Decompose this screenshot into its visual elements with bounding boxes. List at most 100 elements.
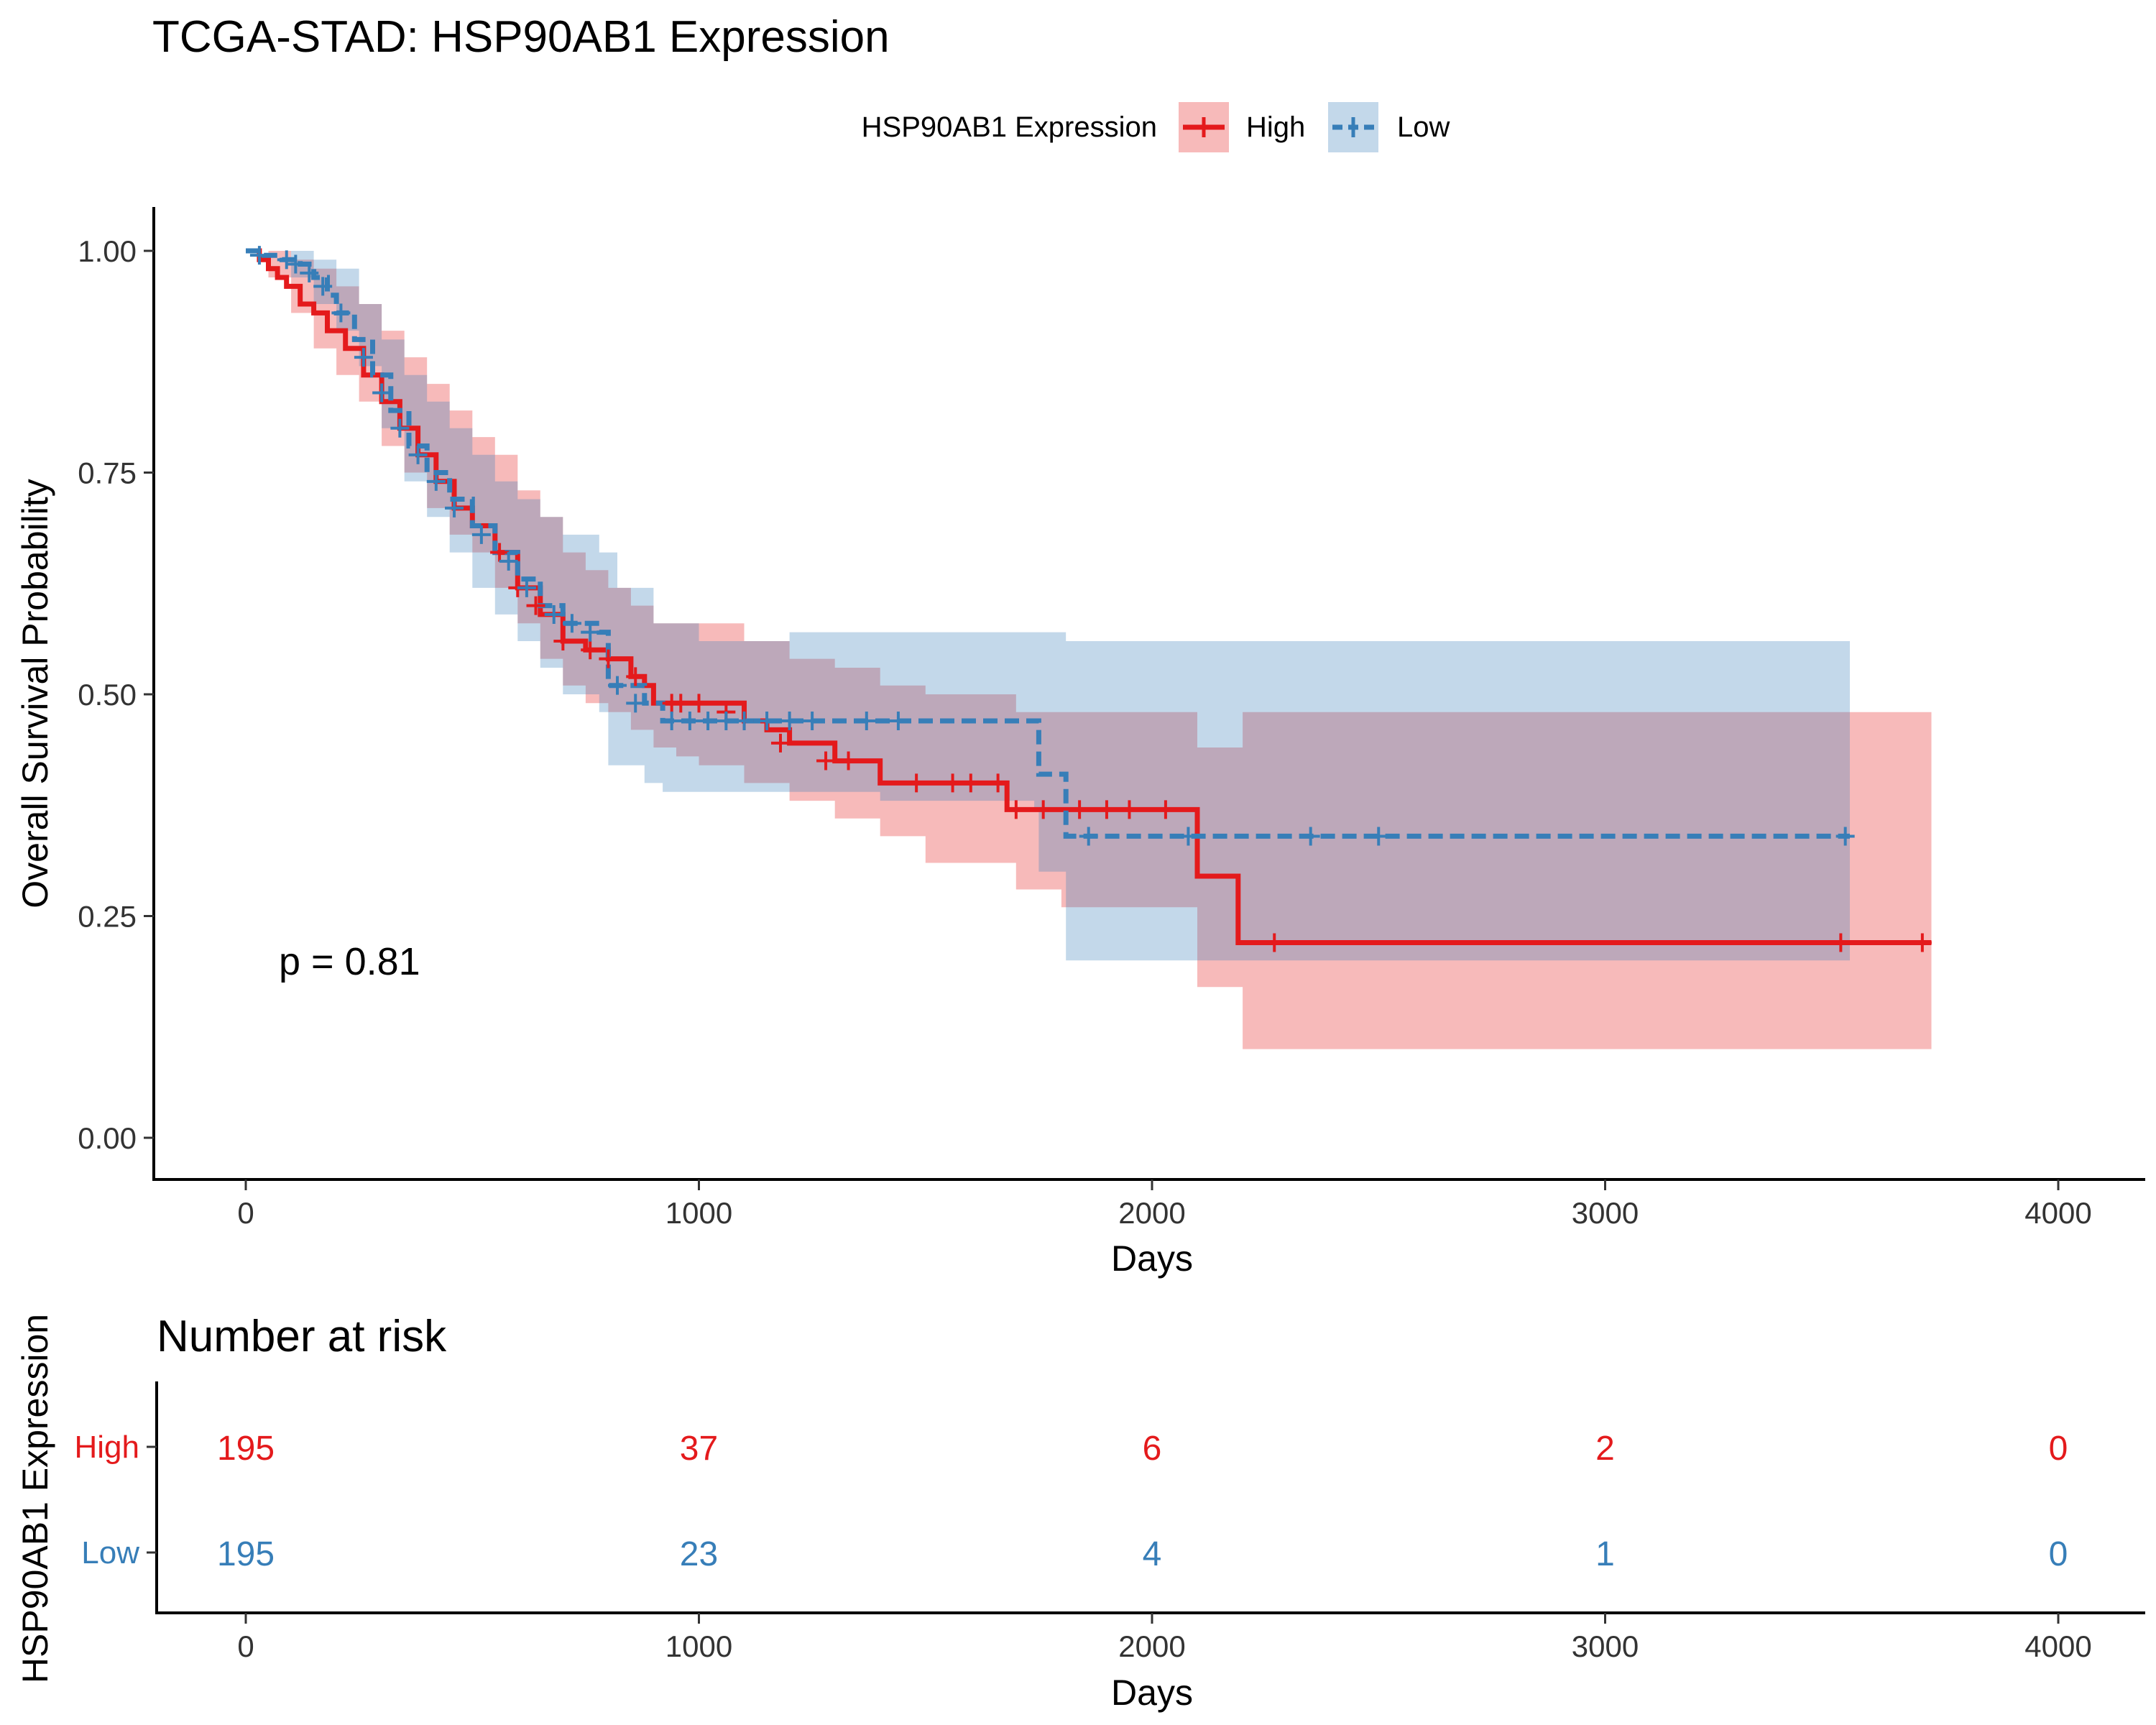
censor-mark-low xyxy=(277,250,296,270)
censor-mark-high xyxy=(770,733,790,753)
ci-band-high xyxy=(246,251,1932,1049)
y-tick-label: 0.75 xyxy=(78,456,137,490)
censor-mark-high xyxy=(1006,800,1026,819)
risk-count-high: 0 xyxy=(2049,1430,2068,1468)
risk-strata-label-high: High xyxy=(75,1430,140,1465)
censor-mark-high xyxy=(943,773,962,793)
censor-mark-high xyxy=(1831,933,1851,952)
risk-count-low: 23 xyxy=(680,1535,718,1573)
censor-mark-high xyxy=(1070,800,1089,819)
risk-table: Number at risk High 195 37 6 2 0 Low 195 23 4 1 0 0… xyxy=(15,1312,2145,1713)
censor-mark-low xyxy=(372,383,392,402)
censor-mark-high xyxy=(526,596,545,615)
censor-mark-high xyxy=(961,773,980,793)
x-axis-ticks: 0 1000 2000 3000 4000 xyxy=(237,1179,2092,1230)
risk-table-title: Number at risk xyxy=(157,1312,447,1361)
censor-mark-high xyxy=(816,751,836,770)
risk-x-tick-label: 0 xyxy=(237,1629,254,1663)
censor-mark-low xyxy=(426,472,446,491)
censor-mark-low xyxy=(445,498,464,518)
risk-count-high: 2 xyxy=(1595,1430,1615,1468)
censor-mark-low xyxy=(780,712,799,731)
censor-mark-low xyxy=(1301,827,1320,846)
x-tick-label: 4000 xyxy=(2024,1196,2091,1230)
censor-mark-high xyxy=(626,667,645,686)
legend-title: HSP90AB1 Expression xyxy=(862,111,1157,143)
risk-y-axis-label: HSP90AB1 Expression xyxy=(15,1314,55,1683)
risk-x-axis-ticks: 0 1000 2000 3000 4000 xyxy=(237,1613,2092,1663)
risk-x-tick-label: 2000 xyxy=(1118,1629,1185,1663)
censor-mark-high xyxy=(553,631,573,650)
censor-mark-low xyxy=(562,614,581,633)
legend: HSP90AB1 Expression High Low xyxy=(862,102,1450,152)
censor-mark-low xyxy=(680,712,699,731)
y-axis-label: Overall Survival Probability xyxy=(15,479,55,908)
y-tick-label: 1.00 xyxy=(78,234,137,268)
censor-mark-high xyxy=(1912,933,1932,952)
risk-count-high: 6 xyxy=(1143,1430,1162,1468)
censor-mark-high xyxy=(1097,800,1116,819)
censor-mark-low xyxy=(662,712,681,731)
censor-mark-low xyxy=(499,551,518,571)
confidence-bands xyxy=(246,251,1932,1049)
censor-mark-high xyxy=(1265,933,1284,952)
censor-mark-low xyxy=(313,277,333,296)
x-axis-label: Days xyxy=(1111,1238,1193,1279)
censor-mark-low xyxy=(390,418,410,438)
censor-mark-high xyxy=(839,751,858,770)
censor-mark-high xyxy=(1120,800,1139,819)
censor-mark-low xyxy=(517,578,536,597)
legend-label-low: Low xyxy=(1397,111,1450,143)
censor-mark-low xyxy=(1369,827,1388,846)
censor-mark-low xyxy=(757,712,777,731)
x-tick-label: 3000 xyxy=(1572,1196,1639,1230)
censor-mark-low xyxy=(734,712,754,731)
censor-mark-low xyxy=(717,712,736,731)
censor-mark-low xyxy=(1179,827,1198,846)
censor-mark-low xyxy=(331,303,351,323)
ci-band-low xyxy=(246,251,1850,961)
risk-x-tick-label: 3000 xyxy=(1572,1629,1639,1663)
censor-mark-low xyxy=(1835,827,1855,846)
censor-mark-high xyxy=(988,773,1008,793)
censor-mark-low xyxy=(249,246,269,265)
censor-mark-low xyxy=(408,445,428,464)
risk-count-high: 37 xyxy=(680,1430,718,1468)
y-tick-label: 0.00 xyxy=(78,1121,137,1155)
censor-mark-high xyxy=(490,543,510,562)
chart-title: TCGA-STAD: HSP90AB1 Expression xyxy=(152,12,890,62)
x-tick-label: 2000 xyxy=(1118,1196,1185,1230)
censor-mark-low xyxy=(471,525,491,544)
censor-mark-low xyxy=(1079,827,1098,846)
risk-strata-label-low: Low xyxy=(81,1535,139,1570)
legend-item-low: Low xyxy=(1328,102,1450,152)
risk-count-low: 1 xyxy=(1595,1535,1615,1573)
censor-mark-low xyxy=(286,254,305,274)
survival-plot: 0.00 0.25 0.50 0.75 1.00 0 1000 2000 3000 4000 D… xyxy=(15,207,2145,1279)
risk-rows: High 195 37 6 2 0 Low 195 23 4 1 0 xyxy=(75,1430,2068,1573)
censor-mark-low xyxy=(608,676,627,695)
risk-count-low: 0 xyxy=(2049,1535,2068,1573)
censor-mark-low xyxy=(699,712,718,731)
survival-curves xyxy=(246,248,1932,945)
censor-mark-low xyxy=(626,694,645,713)
risk-count-low: 4 xyxy=(1143,1535,1162,1573)
x-tick-label: 0 xyxy=(237,1196,254,1230)
censor-mark-high xyxy=(1033,800,1053,819)
legend-item-high: High xyxy=(1179,102,1305,152)
censor-mark-low xyxy=(581,622,600,642)
censor-mark-high xyxy=(1156,800,1175,819)
y-tick-label: 0.25 xyxy=(78,900,137,934)
risk-x-tick-label: 4000 xyxy=(2024,1629,2091,1663)
censor-mark-high xyxy=(599,649,618,668)
censor-mark-low xyxy=(857,712,876,731)
y-axis-ticks: 0.00 0.25 0.50 0.75 1.00 xyxy=(78,234,154,1155)
censor-mark-low xyxy=(544,604,563,624)
survival-curve-low xyxy=(246,248,1850,839)
y-tick-label: 0.50 xyxy=(78,678,137,712)
legend-label-high: High xyxy=(1246,111,1305,143)
risk-count-low: 195 xyxy=(217,1535,275,1573)
risk-count-high: 195 xyxy=(217,1430,275,1468)
